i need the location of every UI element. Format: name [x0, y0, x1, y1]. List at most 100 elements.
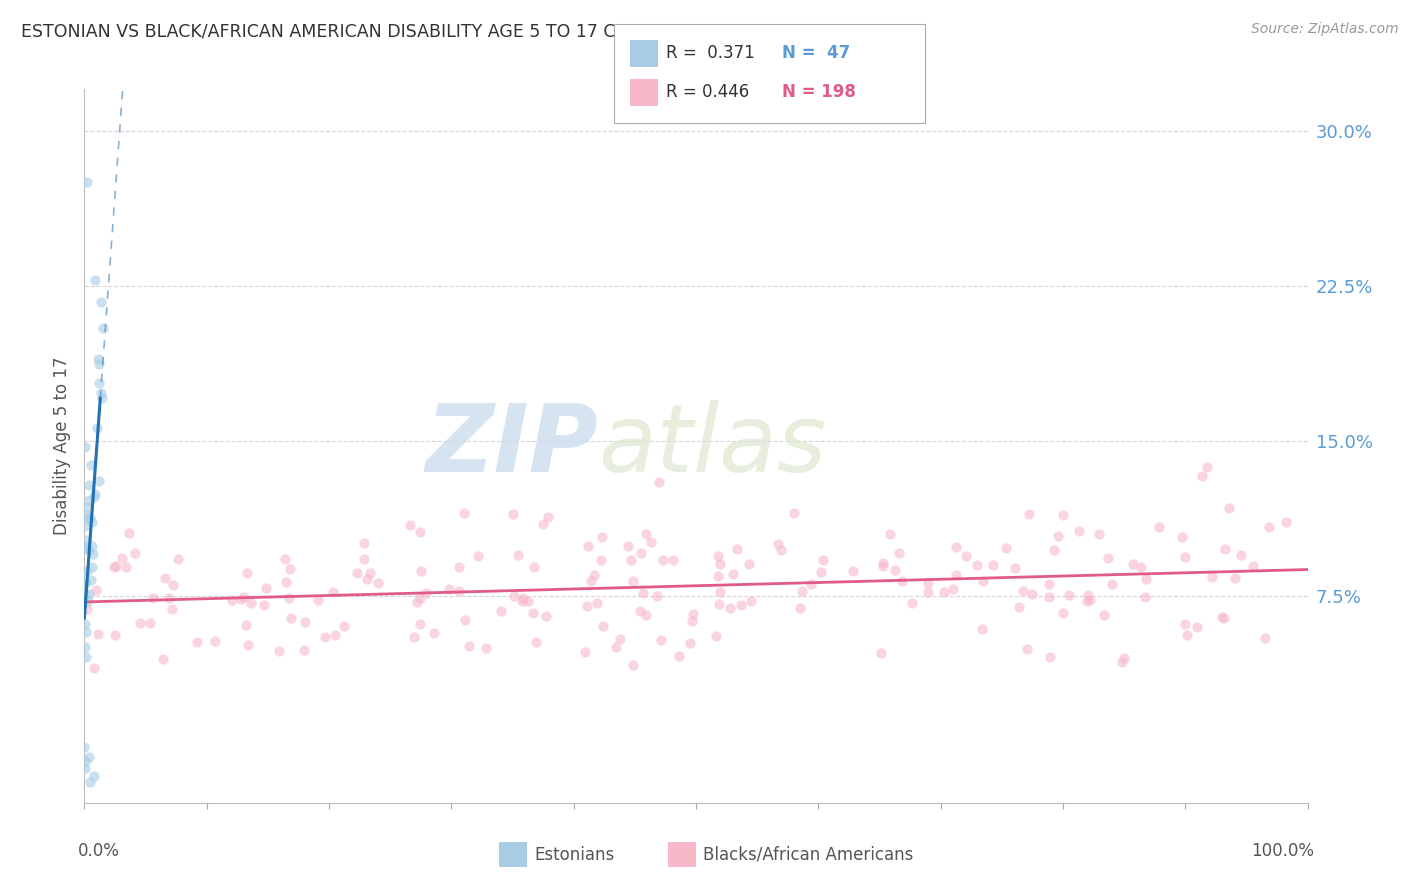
Point	[75, 519, 97, 533]
Point	[1057, 588, 1080, 602]
Point	[945, 540, 967, 554]
Point	[1114, 651, 1136, 665]
Text: atlas: atlas	[598, 401, 827, 491]
Point	[75, 533, 97, 548]
Point	[104, 558, 127, 573]
Point	[76, 601, 98, 615]
Point	[83, 660, 105, 674]
Point	[87, 376, 110, 390]
Point	[80, 539, 103, 553]
Point	[531, 517, 554, 532]
Point	[294, 615, 316, 629]
Point	[84, 582, 107, 597]
Point	[1175, 628, 1198, 642]
Point	[91, 321, 114, 335]
Point	[1077, 589, 1099, 603]
Text: R =  0.371: R = 0.371	[666, 44, 755, 62]
Point	[90, 391, 112, 405]
Point	[709, 584, 731, 599]
Point	[80, 574, 103, 588]
Point	[87, 474, 110, 488]
Text: Blacks/African Americans: Blacks/African Americans	[703, 846, 914, 863]
Point	[1088, 527, 1111, 541]
Point	[512, 591, 534, 605]
Point	[582, 568, 605, 582]
Point	[1015, 642, 1038, 657]
Point	[77, 492, 100, 507]
Text: Source: ZipAtlas.com: Source: ZipAtlas.com	[1251, 22, 1399, 37]
Point	[332, 619, 354, 633]
Point	[983, 558, 1005, 572]
Point	[278, 561, 301, 575]
Point	[155, 571, 177, 585]
Point	[409, 591, 432, 605]
Point	[254, 581, 277, 595]
Point	[630, 546, 652, 560]
Point	[240, 596, 263, 610]
Point	[789, 601, 811, 615]
Point	[1004, 561, 1026, 575]
Point	[157, 591, 180, 605]
Point	[769, 542, 792, 557]
Point	[706, 568, 728, 582]
Point	[1213, 542, 1236, 557]
Point	[738, 558, 761, 572]
Point	[292, 643, 315, 657]
Point	[1111, 655, 1133, 669]
Text: N = 198: N = 198	[782, 83, 856, 101]
Point	[707, 549, 730, 563]
Point	[707, 597, 730, 611]
Point	[1147, 520, 1170, 534]
Point	[872, 558, 894, 573]
Point	[359, 566, 381, 580]
Point	[537, 509, 560, 524]
Point	[75, 587, 97, 601]
Point	[75, 624, 97, 639]
Point	[917, 576, 939, 591]
Point	[1043, 543, 1066, 558]
Point	[269, 644, 291, 658]
Point	[124, 546, 146, 560]
Point	[235, 566, 257, 581]
Point	[76, 508, 98, 522]
Point	[648, 475, 671, 490]
Point	[1046, 529, 1069, 543]
Point	[966, 558, 988, 572]
Point	[1101, 577, 1123, 591]
Point	[645, 589, 668, 603]
Point	[84, 487, 107, 501]
Point	[650, 632, 672, 647]
Point	[142, 591, 165, 606]
Point	[634, 526, 657, 541]
Point	[725, 542, 748, 557]
Point	[87, 627, 110, 641]
Point	[1254, 631, 1277, 645]
Point	[75, 617, 97, 632]
Point	[623, 657, 645, 672]
Point	[139, 615, 162, 630]
Point	[75, 440, 97, 454]
Point	[1012, 584, 1035, 599]
Point	[503, 590, 526, 604]
Point	[872, 557, 894, 571]
Point	[679, 635, 702, 649]
Point	[229, 591, 252, 606]
Point	[682, 607, 704, 622]
Point	[75, 755, 97, 769]
Point	[1275, 515, 1298, 529]
Point	[77, 478, 100, 492]
Point	[510, 593, 533, 607]
Point	[83, 769, 105, 783]
Point	[128, 616, 150, 631]
Point	[278, 591, 301, 606]
Point	[592, 619, 614, 633]
Point	[235, 618, 257, 632]
Point	[1218, 501, 1240, 516]
Point	[1008, 599, 1031, 614]
Point	[80, 515, 103, 529]
Point	[652, 553, 675, 567]
Point	[80, 458, 103, 473]
Point	[811, 552, 834, 566]
Point	[522, 606, 544, 620]
Point	[467, 549, 489, 563]
